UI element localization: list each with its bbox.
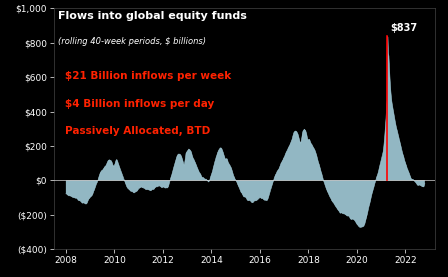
Text: Flows into global equity funds: Flows into global equity funds <box>57 11 246 21</box>
Text: $837: $837 <box>390 23 418 33</box>
Text: Passively Allocated, BTD: Passively Allocated, BTD <box>65 126 211 136</box>
Text: $21 Billion inflows per week: $21 Billion inflows per week <box>65 71 232 81</box>
Text: $4 Billion inflows per day: $4 Billion inflows per day <box>65 99 215 109</box>
Text: (rolling 40-week periods, $ billions): (rolling 40-week periods, $ billions) <box>57 37 206 46</box>
